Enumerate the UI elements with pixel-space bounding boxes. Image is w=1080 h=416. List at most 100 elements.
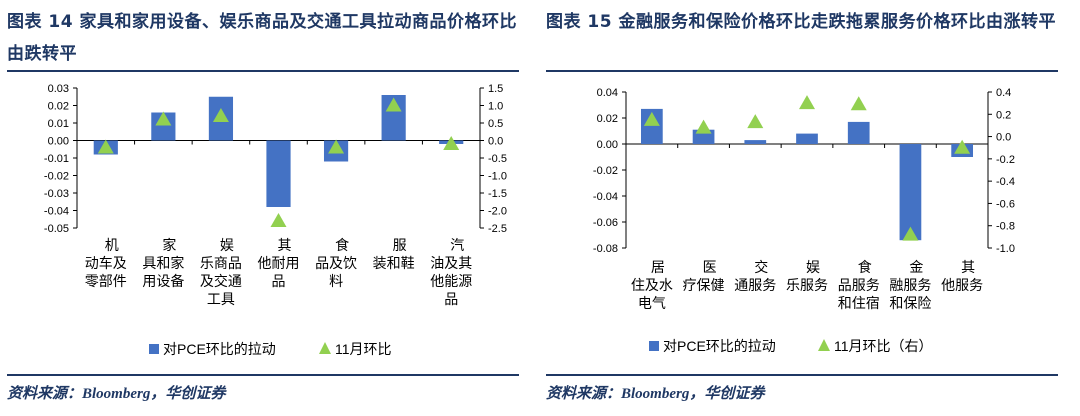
chart-title: 图表 15 金融服务和保险价格环比走跌拖累服务价格环比由涨转平 <box>546 12 1056 32</box>
category-label: 服装和鞋 <box>373 237 415 271</box>
right-axis-tick-label: -0.4 <box>996 176 1015 188</box>
triangle-marker <box>155 111 172 126</box>
category-label-line: 医 <box>703 259 717 275</box>
chart-left: 0.03 0.02 0.01 0.00 -0.01 -0.02 -0.03 -0.04 -0.0… <box>44 83 507 357</box>
left-axis-tick-label: 0.02 <box>597 113 618 125</box>
bar <box>640 108 663 144</box>
category-label-line: 料 <box>329 273 343 289</box>
left-axis-tick-label: 0.00 <box>597 139 618 151</box>
triangle-marker <box>212 108 229 122</box>
bar <box>847 121 870 144</box>
right-axis-tick-label: 1.0 <box>488 101 503 113</box>
category-label-line: 融服务 <box>889 277 931 293</box>
left-axis-tick-label: 0.02 <box>48 101 69 113</box>
category-label-line: 装和鞋 <box>373 255 415 271</box>
right-axis-tick-label: 0.0 <box>488 136 503 148</box>
category-label-line: 娱 <box>806 259 820 275</box>
source-divider <box>546 374 1058 376</box>
right-axis-tick-label: -0.2 <box>996 154 1015 166</box>
chart-right: 0.04 0.02 0.00 -0.02 -0.04 -0.06 -0.08 0.4 0.2 0.… <box>593 87 1015 354</box>
left-axis-tick-label: -0.04 <box>593 191 618 203</box>
right-axis-tick-label: 0.4 <box>996 87 1011 99</box>
left-axis-tick-label: -0.08 <box>593 243 618 255</box>
legend-bar-swatch <box>649 341 659 351</box>
category-label-line: 服 <box>393 237 407 253</box>
left-axis-tick-label: 0.04 <box>597 87 618 99</box>
left-axis-tick-label: 0.00 <box>48 136 69 148</box>
left-axis-tick-label: -0.05 <box>44 223 69 235</box>
category-label-line: 疗保健 <box>683 277 725 293</box>
category-label-line: 动车及 <box>85 255 127 271</box>
triangle-marker <box>643 111 660 126</box>
source-divider <box>7 374 519 376</box>
category-label-line: 食 <box>335 237 349 253</box>
category-label-line: 通服务 <box>734 277 776 293</box>
legend-bar-label: 对PCE环比的拉动 <box>163 341 276 357</box>
triangle-marker <box>270 213 287 227</box>
category-label: 食品服务和住宿 <box>838 259 880 311</box>
right-axis-tick-label: 0.0 <box>996 132 1011 144</box>
legend-bar-swatch <box>149 344 159 354</box>
category-label: 交通服务 <box>734 259 776 293</box>
bar <box>744 140 767 144</box>
category-label-line: 和住宿 <box>838 295 880 311</box>
category-label: 汽油及其他能源品 <box>430 237 472 307</box>
left-axis-tick-label: -0.03 <box>44 188 69 200</box>
category-label-line: 油及其 <box>430 255 472 271</box>
left-axis-tick-label: -0.06 <box>593 217 618 229</box>
category-label-line: 他能源 <box>430 273 472 289</box>
category-label-line: 他服务 <box>941 277 983 293</box>
bar <box>266 140 291 207</box>
category-label: 其他耐用品 <box>258 237 300 289</box>
category-label: 娱乐服务 <box>786 259 828 293</box>
right-axis-tick-label: -2.0 <box>488 206 507 218</box>
category-label: 机动车及零部件 <box>85 237 127 289</box>
category-label-line: 居 <box>651 259 665 275</box>
category-label: 娱乐商品及交通工具 <box>200 237 242 307</box>
legend-triangle-swatch <box>818 339 830 351</box>
right-axis-tick-label: -1.0 <box>488 171 507 183</box>
triangle-marker <box>954 139 971 154</box>
chart-title: 图表 14 家具和家用设备、娱乐商品及交通工具拉动商品价格环比由跌转平 <box>7 12 517 64</box>
title-divider <box>546 70 1058 72</box>
right-axis-tick-label: 1.5 <box>488 83 503 95</box>
category-label-line: 和保险 <box>889 295 931 311</box>
right-axis-tick-label: -2.5 <box>488 223 507 235</box>
category-label-line: 其 <box>278 237 292 253</box>
category-label-line: 具和家 <box>142 255 184 271</box>
left-axis-tick-label: -0.01 <box>44 153 69 165</box>
category-label: 食品及饮料 <box>315 237 357 289</box>
category-label-line: 机 <box>105 237 119 253</box>
left-chart-panel: 图表 14 家具和家用设备、娱乐商品及交通工具拉动商品价格环比由跌转平 0.03… <box>7 0 537 416</box>
triangle-marker <box>97 139 114 154</box>
triangle-marker <box>443 136 460 150</box>
source-note: 资料来源：Bloomberg，华创证券 <box>7 386 226 402</box>
bar <box>796 133 818 144</box>
category-label-line: 用设备 <box>142 273 184 289</box>
category-label-line: 交 <box>754 259 768 275</box>
category-label: 居住及水电气 <box>631 259 673 311</box>
category-label-line: 其 <box>961 259 975 275</box>
category-label-line: 电气 <box>638 295 666 311</box>
right-axis-tick-label: -1.0 <box>996 243 1015 255</box>
left-axis-tick-label: -0.02 <box>44 171 69 183</box>
triangle-marker <box>328 139 345 154</box>
source-note: 资料来源：Bloomberg，华创证券 <box>546 386 765 402</box>
category-label-line: 品 <box>444 291 458 307</box>
left-axis-tick-label: 0.01 <box>48 118 69 130</box>
legend-triangle-label: 11月环比（右） <box>834 338 933 354</box>
category-label-line: 品 <box>272 273 286 289</box>
category-label: 医疗保健 <box>683 259 725 293</box>
category-label-line: 住及水 <box>631 277 673 293</box>
category-label-line: 工具 <box>207 291 235 307</box>
triangle-marker <box>799 95 815 110</box>
bar <box>899 144 922 241</box>
right-axis-tick-label: -1.5 <box>488 188 507 200</box>
category-label-line: 食 <box>858 259 872 275</box>
category-label-line: 品服务 <box>838 277 880 293</box>
left-axis-tick-label: 0.03 <box>48 83 69 95</box>
category-label-line: 品及饮 <box>315 255 357 271</box>
left-axis-tick-label: -0.02 <box>593 165 618 177</box>
right-axis-tick-label: -0.8 <box>996 221 1015 233</box>
legend-triangle-label: 11月环比 <box>335 341 392 357</box>
